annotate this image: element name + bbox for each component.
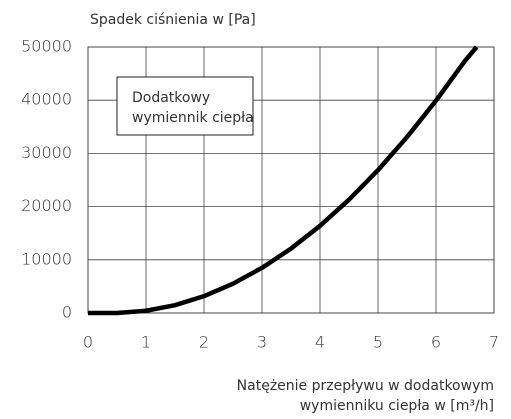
y-tick-label: 50000 bbox=[21, 37, 72, 56]
x-tick-label: 0 bbox=[83, 333, 93, 352]
x-axis-label: wymienniku ciepła w [m³/h] bbox=[300, 398, 494, 414]
annotation-box bbox=[116, 76, 254, 136]
y-tick-label: 0 bbox=[62, 303, 72, 322]
y-tick-label: 20000 bbox=[21, 196, 72, 215]
x-tick-label: 5 bbox=[373, 333, 383, 352]
y-tick-label: 10000 bbox=[21, 249, 72, 268]
annotation: Dodatkowy bbox=[132, 90, 210, 106]
x-tick-label: 4 bbox=[315, 333, 325, 352]
x-tick-label: 2 bbox=[199, 333, 209, 352]
x-tick-label: 6 bbox=[431, 333, 441, 352]
x-axis-label: Natężenie przepływu w dodatkowym bbox=[237, 378, 494, 394]
x-tick-label: 7 bbox=[489, 333, 499, 352]
data-line bbox=[88, 45, 479, 316]
plot-frame bbox=[87, 46, 495, 314]
y-tick-label: 40000 bbox=[21, 90, 72, 109]
annotation: wymiennik ciepła bbox=[132, 110, 254, 126]
x-tick-label: 3 bbox=[257, 333, 267, 352]
y-tick-label: 30000 bbox=[21, 143, 72, 162]
y-axis-label: Spadek ciśnienia w [Pa] bbox=[90, 12, 256, 28]
x-tick-label: 1 bbox=[141, 333, 151, 352]
